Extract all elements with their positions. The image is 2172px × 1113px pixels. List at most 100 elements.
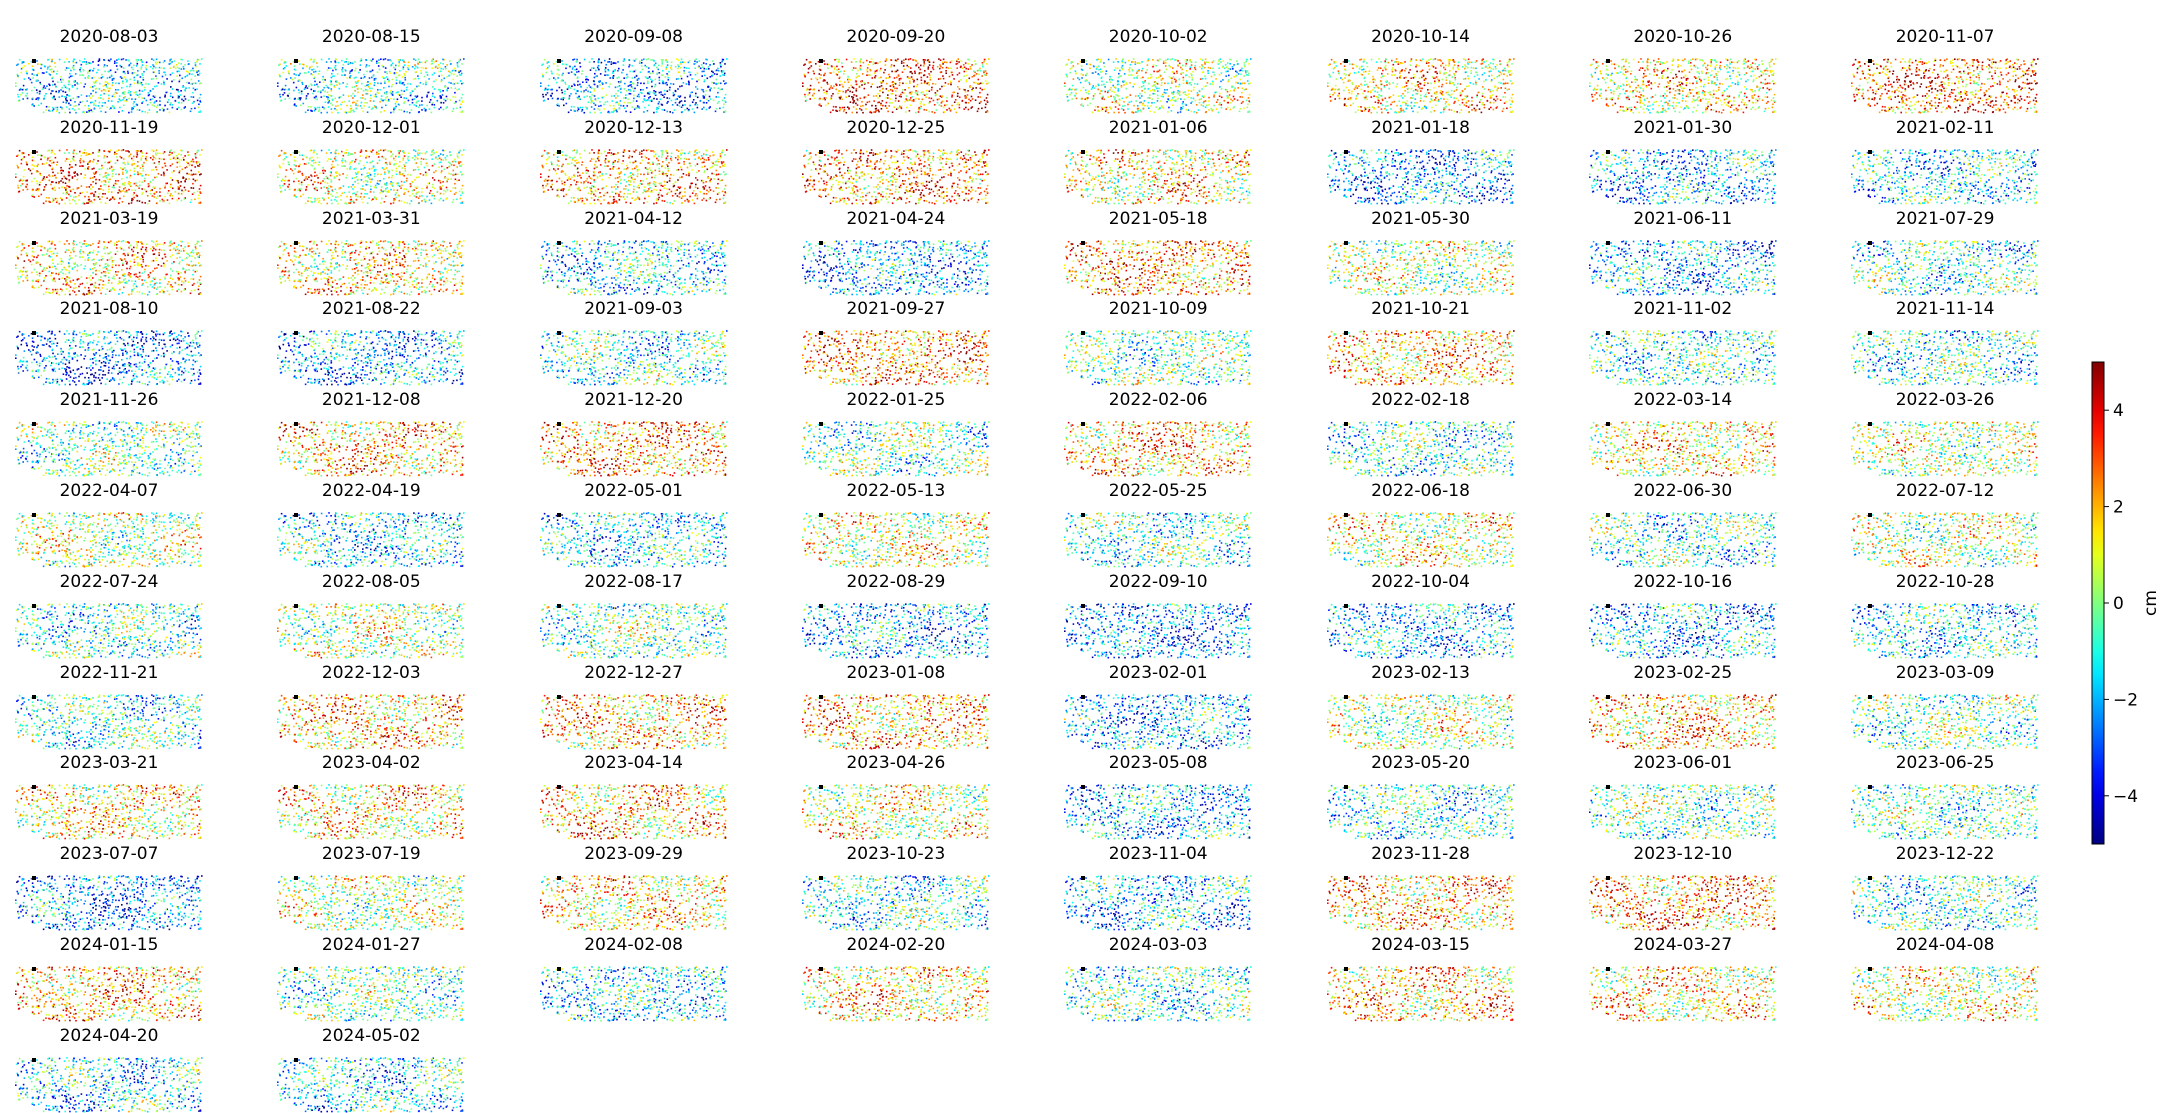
data-point <box>184 90 186 92</box>
data-point <box>1131 61 1133 63</box>
data-point <box>1725 104 1727 106</box>
data-point <box>1747 67 1749 69</box>
data-point <box>1337 70 1339 72</box>
data-point <box>1348 79 1350 81</box>
data-point <box>36 75 38 77</box>
data-point <box>1165 59 1167 61</box>
data-point <box>1112 79 1114 81</box>
data-point <box>1464 64 1466 66</box>
data-point <box>1182 69 1184 71</box>
data-point <box>462 100 464 102</box>
data-point <box>1099 93 1101 95</box>
data-point <box>344 101 346 103</box>
data-point <box>558 74 560 76</box>
data-point <box>604 60 606 62</box>
data-point <box>1386 84 1388 86</box>
data-point <box>984 74 986 76</box>
data-point <box>1622 89 1624 91</box>
data-point <box>155 63 157 65</box>
data-point <box>1232 100 1234 102</box>
data-point <box>1131 74 1133 76</box>
data-point <box>863 82 865 84</box>
data-point <box>613 108 615 110</box>
data-point <box>418 100 420 102</box>
data-point <box>1230 63 1232 65</box>
data-point <box>689 74 691 76</box>
data-point <box>1411 83 1413 85</box>
data-point <box>1115 87 1117 89</box>
data-point <box>28 63 30 65</box>
data-point <box>679 86 681 88</box>
data-point <box>1348 92 1350 94</box>
data-point <box>460 111 462 113</box>
data-point <box>1353 88 1355 90</box>
data-point <box>1193 87 1195 89</box>
data-point <box>622 64 624 66</box>
data-point <box>1481 63 1483 65</box>
data-point <box>197 59 199 61</box>
data-point <box>1504 68 1506 70</box>
data-point <box>658 65 660 67</box>
data-point <box>804 96 806 98</box>
data-point <box>631 65 633 67</box>
data-point <box>1437 59 1439 61</box>
data-point <box>1379 67 1381 69</box>
data-point <box>944 82 946 84</box>
data-point <box>1395 86 1397 88</box>
data-point <box>880 108 882 110</box>
data-point <box>1467 59 1469 61</box>
data-point <box>453 108 455 110</box>
data-point <box>931 111 933 113</box>
data-point <box>638 108 640 110</box>
data-point <box>43 85 45 87</box>
data-point <box>1719 83 1721 85</box>
data-point <box>929 61 931 63</box>
data-point <box>1403 77 1405 79</box>
data-point <box>722 70 724 72</box>
data-point <box>141 102 143 104</box>
data-point <box>1412 94 1414 96</box>
data-point <box>1391 74 1393 76</box>
data-point <box>542 96 544 98</box>
data-point <box>871 112 873 114</box>
data-point <box>110 58 112 60</box>
data-point <box>898 79 900 81</box>
data-point <box>581 70 583 72</box>
data-point <box>1091 88 1093 90</box>
data-point <box>1453 84 1455 86</box>
data-point <box>812 70 814 72</box>
data-point <box>1506 64 1508 66</box>
data-point <box>1671 69 1673 71</box>
data-point <box>164 95 166 97</box>
data-point <box>395 69 397 71</box>
data-point <box>136 59 138 61</box>
data-point <box>463 58 465 60</box>
data-point <box>660 104 662 106</box>
data-point <box>608 86 610 88</box>
data-point <box>1667 82 1669 84</box>
data-point <box>1344 98 1346 100</box>
data-point <box>1474 81 1476 83</box>
data-point <box>367 102 369 104</box>
data-point <box>113 96 115 98</box>
data-point <box>917 84 919 86</box>
data-point <box>103 85 105 87</box>
data-point <box>343 82 345 84</box>
data-point <box>1460 109 1462 111</box>
data-point <box>667 77 669 79</box>
data-point <box>1151 102 1153 104</box>
data-point <box>710 87 712 89</box>
data-point <box>573 59 575 61</box>
data-point <box>1245 88 1247 90</box>
data-point <box>1118 108 1120 110</box>
data-point <box>375 94 377 96</box>
data-point <box>371 77 373 79</box>
data-point <box>442 94 444 96</box>
data-point <box>193 88 195 90</box>
data-point <box>1183 77 1185 79</box>
data-point <box>619 100 621 102</box>
data-point <box>586 78 588 80</box>
data-point <box>364 102 366 104</box>
data-point <box>41 64 43 66</box>
data-point <box>199 97 201 99</box>
